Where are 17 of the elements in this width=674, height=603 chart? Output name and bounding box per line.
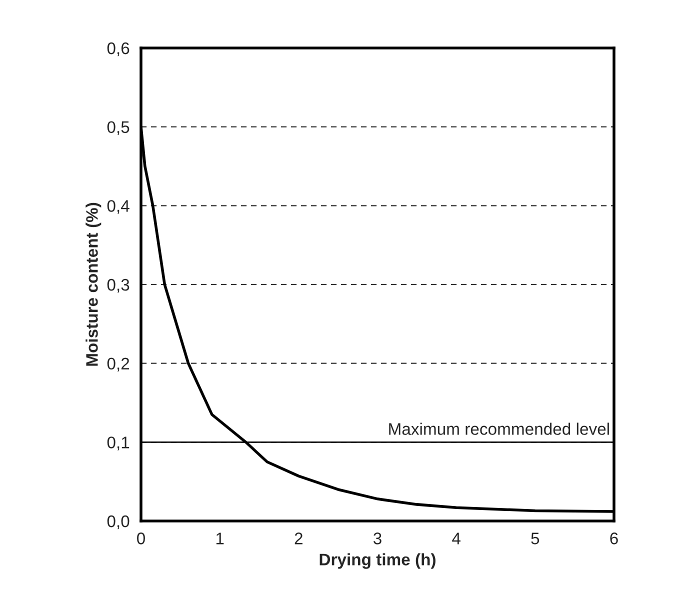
y-tick-label: 0,1 <box>107 436 130 450</box>
y-tick-label: 0,2 <box>107 358 130 372</box>
x-tick-label: 2 <box>294 532 302 544</box>
y-axis-title: Moisture content (%) <box>86 202 102 366</box>
ref-line-label: Maximum recommended level <box>389 422 609 435</box>
x-tick-label: 6 <box>610 532 618 544</box>
y-tick-label: 0,6 <box>107 42 130 56</box>
y-tick-label: 0,0 <box>107 515 130 530</box>
x-tick-label: 0 <box>137 532 145 544</box>
x-tick-label: 4 <box>452 532 460 544</box>
x-tick-label: 3 <box>374 532 382 544</box>
x-tick-label: 1 <box>216 532 224 544</box>
y-tick-label: 0,5 <box>107 121 130 136</box>
y-tick-label: 0,4 <box>107 200 130 214</box>
y-tick-label: 0,3 <box>107 278 130 293</box>
x-axis-title: Drying time (h) <box>320 553 436 569</box>
x-tick-label: 5 <box>531 532 540 544</box>
